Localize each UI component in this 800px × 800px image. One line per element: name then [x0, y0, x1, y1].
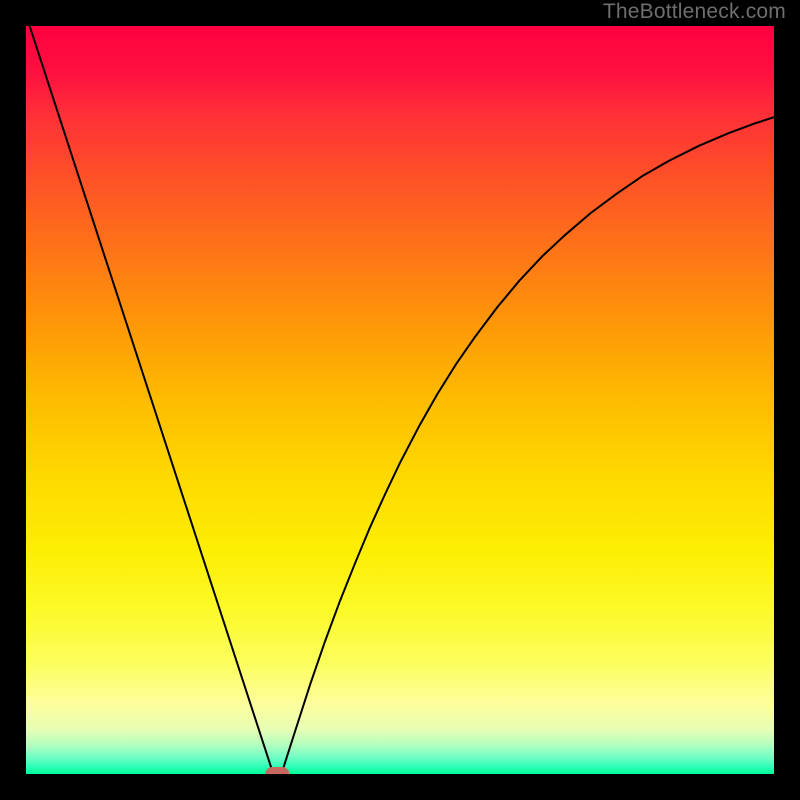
gradient-background — [26, 26, 774, 774]
optimum-marker — [265, 767, 289, 774]
chart-stage: TheBottleneck.com — [0, 0, 800, 800]
plot-area — [26, 26, 774, 774]
watermark-text: TheBottleneck.com — [603, 0, 786, 24]
chart-svg — [26, 26, 774, 774]
